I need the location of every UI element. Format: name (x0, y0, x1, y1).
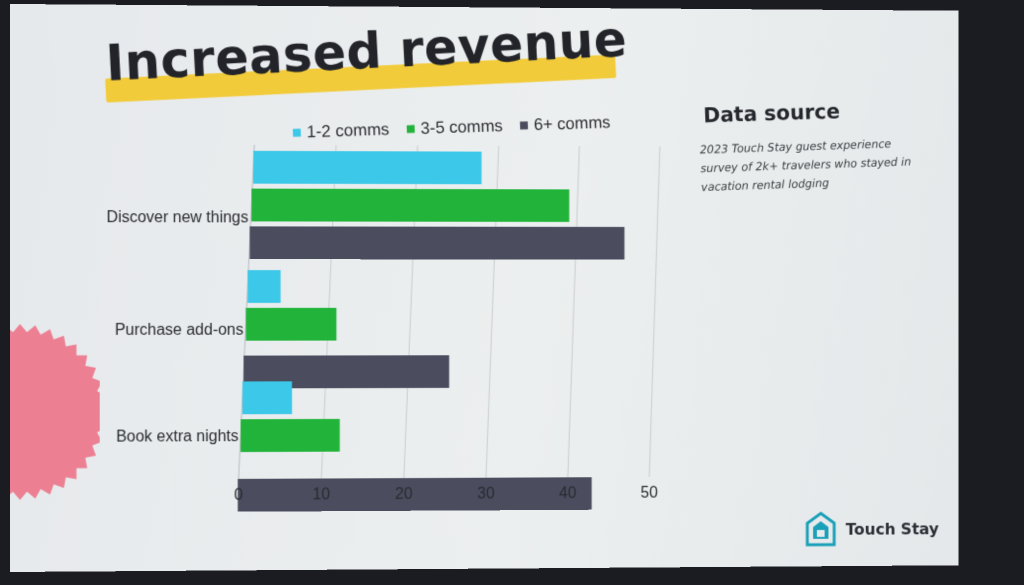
bar-1-2-comms (253, 151, 481, 184)
category-label: Book extra nights (116, 428, 239, 446)
x-tick-label: 50 (641, 485, 658, 503)
gridline (649, 146, 660, 477)
bar-1-2-comms (242, 381, 292, 414)
presentation-slide: Increased revenue 1-2 comms 3-5 comms 6+… (10, 4, 958, 572)
category-label: Purchase add-ons (115, 322, 244, 340)
data-source-heading: Data source (703, 100, 840, 128)
bar-6-comms (250, 226, 625, 259)
house-logo-icon (805, 511, 836, 546)
bar-1-2-comms (248, 270, 281, 303)
touch-stay-logo: Touch Stay (805, 511, 939, 547)
data-source-text: 2023 Touch Stay guest experience survey … (700, 133, 932, 196)
logo-text: Touch Stay (846, 519, 939, 538)
x-tick-label: 30 (477, 486, 494, 504)
bar-3-5-comms (246, 308, 337, 341)
gridline (568, 146, 580, 477)
x-tick-label: 10 (313, 486, 331, 504)
bar-6-comms (238, 477, 592, 512)
x-tick-label: 0 (234, 487, 243, 505)
x-tick-label: 20 (395, 486, 412, 504)
category-label: Discover new things (107, 209, 249, 227)
bar-3-5-comms (241, 419, 340, 452)
x-tick-label: 40 (559, 485, 576, 503)
bar-3-5-comms (251, 189, 569, 222)
